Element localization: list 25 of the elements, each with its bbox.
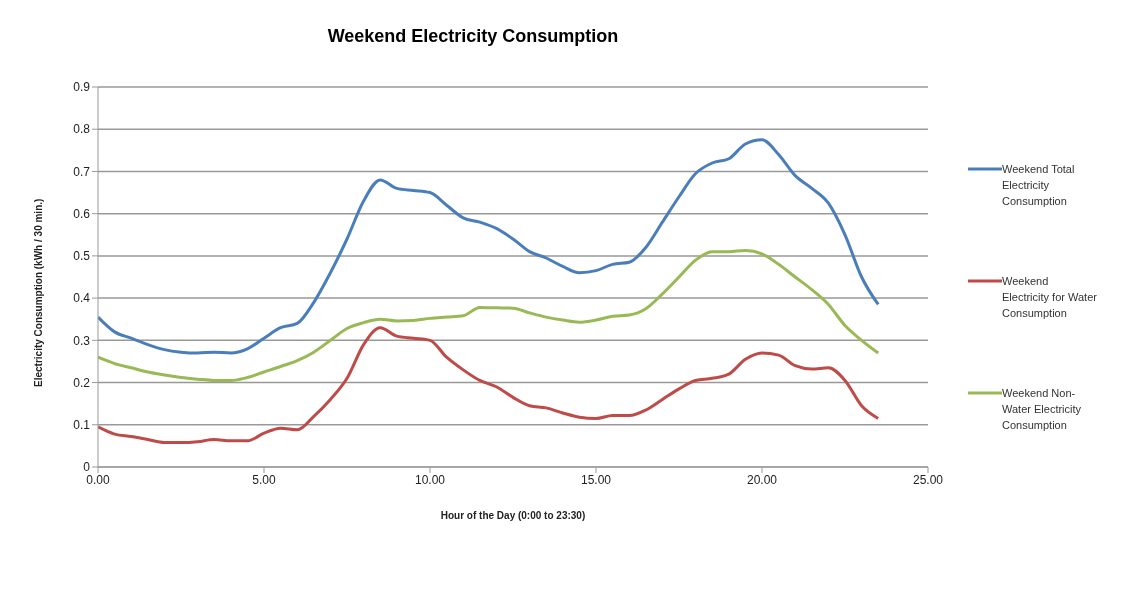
y-tick-label: 0.1 [73, 418, 91, 433]
y-tick-label: 0.2 [73, 375, 91, 390]
y-tick-label: 0.4 [73, 291, 91, 306]
y-axis-title: Electricity Consumption (kWh / 30 min.) [32, 198, 44, 387]
chart-title: Weekend Electricity Consumption [326, 25, 620, 47]
x-tick-label: 10.00 [414, 472, 446, 487]
x-axis-title: Hour of the Day (0:00 to 23:30) [440, 510, 586, 521]
x-tick-label: 0.00 [86, 472, 110, 487]
y-tick-label: 0.7 [73, 164, 91, 179]
x-tick-label: 25.00 [912, 472, 944, 487]
x-tick-label: 5.00 [252, 472, 276, 487]
x-tick-label: 15.00 [580, 472, 612, 487]
y-tick-label: 0 [83, 460, 91, 475]
legend-label: Weekend Total Electricity Consumption [1002, 162, 1076, 209]
line-series [98, 326, 880, 445]
legend-label: Weekend Electricity for Water Consumption [1002, 274, 1098, 321]
line-series [98, 248, 880, 382]
legend-label: Weekend Non-Water Electricity Consumption [1002, 386, 1083, 433]
y-tick-label: 0.3 [73, 333, 91, 348]
y-tick-label: 0.5 [73, 249, 91, 264]
line-series [98, 138, 880, 355]
y-tick-label: 0.9 [73, 80, 91, 95]
y-tick-label: 0.6 [73, 206, 91, 221]
y-tick-label: 0.8 [73, 122, 91, 137]
x-tick-label: 20.00 [746, 472, 778, 487]
